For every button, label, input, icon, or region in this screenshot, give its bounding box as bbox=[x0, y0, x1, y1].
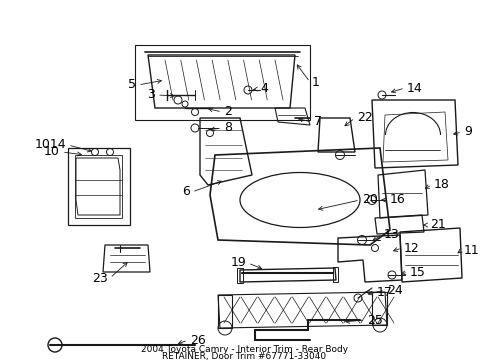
Text: 12: 12 bbox=[403, 242, 419, 255]
Text: 14: 14 bbox=[406, 81, 422, 94]
Text: 20: 20 bbox=[361, 193, 377, 207]
Text: 13: 13 bbox=[383, 229, 399, 242]
Text: 8: 8 bbox=[224, 121, 231, 135]
Text: 1014: 1014 bbox=[34, 139, 66, 152]
Text: 2004 Toyota Camry - Interior Trim - Rear Body: 2004 Toyota Camry - Interior Trim - Rear… bbox=[141, 346, 347, 355]
Text: 19: 19 bbox=[230, 256, 245, 270]
Text: 1: 1 bbox=[311, 76, 319, 89]
Text: 23: 23 bbox=[92, 271, 108, 284]
Text: 21: 21 bbox=[429, 219, 445, 231]
Text: RETAINER, Door Trim #67771-33040: RETAINER, Door Trim #67771-33040 bbox=[162, 351, 326, 360]
Text: 7: 7 bbox=[313, 116, 321, 129]
Text: 11: 11 bbox=[463, 243, 479, 256]
Text: 24: 24 bbox=[386, 284, 402, 297]
Text: 2: 2 bbox=[224, 105, 231, 118]
Text: 9: 9 bbox=[463, 126, 471, 139]
Text: 16: 16 bbox=[389, 193, 405, 207]
Text: 26: 26 bbox=[190, 333, 205, 346]
Text: 5: 5 bbox=[128, 78, 136, 91]
Text: 10: 10 bbox=[44, 145, 60, 158]
Text: 15: 15 bbox=[409, 265, 425, 279]
Text: 6: 6 bbox=[182, 185, 190, 198]
Text: 17: 17 bbox=[376, 285, 392, 298]
Text: 3: 3 bbox=[147, 89, 155, 102]
Text: 18: 18 bbox=[433, 179, 449, 192]
Text: 22: 22 bbox=[356, 112, 372, 125]
Bar bbox=[135, 45, 309, 120]
Text: 4: 4 bbox=[260, 82, 267, 95]
Text: 25: 25 bbox=[366, 314, 382, 327]
